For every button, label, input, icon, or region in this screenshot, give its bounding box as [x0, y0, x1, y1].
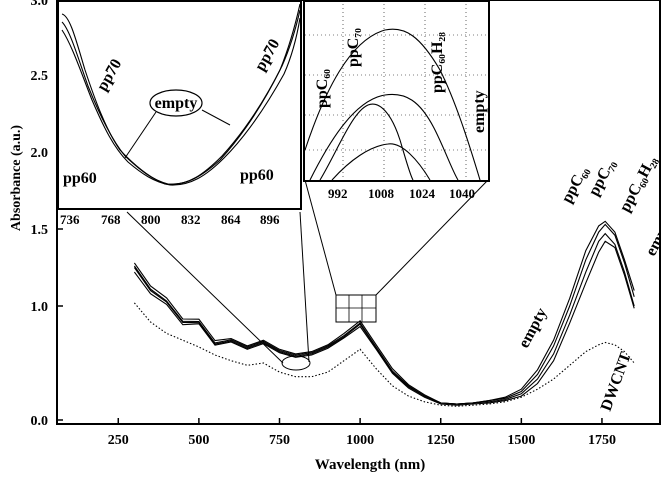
series-line-empty: [133, 240, 635, 406]
inset-right-label-ppC60: ppC₆₀: [314, 69, 331, 108]
series-line-ppc60h28: [133, 232, 635, 405]
series-label-ppC60H28: ppC₆₀H₂₈: [617, 153, 661, 215]
y-tick-label-1: 1.0: [31, 300, 49, 315]
inset-right-label-ppC60H28: ppC₆₀H₂₈: [429, 32, 446, 93]
inset-right-label-ppC70: ppC₇₀: [345, 28, 362, 67]
inset-left-x-tick-736: 736: [60, 212, 80, 227]
x-tick-label-1250: 1250: [427, 433, 455, 448]
inset-left-label-empty: empty: [155, 95, 198, 112]
series-label-ppC60: ppC₆₀: [559, 163, 592, 206]
x-tick-label-250: 250: [108, 433, 129, 448]
series-line-dwcnt: [133, 302, 635, 407]
y-tick-label-3: 2.0: [31, 146, 49, 161]
series-label-dwcnt: DWCNT: [598, 350, 635, 414]
zoom-connectors: [126, 179, 489, 371]
y-tick-label-5: 3.0: [31, 0, 49, 9]
x-tick-label-1000: 1000: [346, 433, 374, 448]
x-axis-title: Wavelength (nm): [315, 457, 425, 473]
inset-left-label-pp60-left: pp60: [63, 170, 97, 187]
y-axis-title: Absorbance (a.u.): [9, 125, 24, 232]
x-axis: 250 500 750 1000 1250 1500 1750: [108, 418, 616, 448]
inset-right: 992 1008 1024 1040 ppC₆₀ ppC₇₀ ppC₆₀H₂₈ …: [303, 0, 490, 201]
inset-left-x-tick-896: 896: [260, 212, 280, 227]
series-label-ppC70: ppC₇₀: [586, 156, 619, 199]
inset-left-x-tick-864: 864: [221, 212, 241, 227]
series-label-empty-mid: empty: [516, 305, 551, 351]
inset-right-x-tick-1008: 1008: [368, 186, 395, 201]
inset-left-x-tick-800: 800: [141, 212, 161, 227]
inset-left-x-tick-832: 832: [181, 212, 201, 227]
y-tick-label-0: 0.0: [31, 414, 49, 429]
inset-left: 736 768 800 832 864 896 pp70 pp70 empty …: [57, 0, 302, 227]
x-tick-label-1750: 1750: [588, 433, 616, 448]
series-line-ppc70: [133, 223, 635, 405]
inset-right-label-empty: empty: [471, 90, 488, 133]
y-axis: 0.0 1.0 1.5 2.0 2.5 3.0: [31, 0, 63, 429]
x-tick-label-500: 500: [188, 433, 209, 448]
inset-left-label-pp60-right: pp60: [240, 167, 274, 184]
inset-right-x-tick-992: 992: [328, 186, 348, 201]
inset-left-x-tick-768: 768: [101, 212, 121, 227]
x-tick-label-1500: 1500: [507, 433, 535, 448]
inset-right-x-tick-1024: 1024: [409, 186, 436, 201]
series-label-empty-right: empty: [643, 213, 661, 259]
y-tick-label-4: 2.5: [31, 69, 49, 84]
series-line-ppc60: [133, 220, 635, 405]
inset-right-x-tick-1040: 1040: [449, 186, 475, 201]
plot-frame: [56, 0, 661, 425]
x-tick-label-750: 750: [269, 433, 290, 448]
main-curves: [133, 220, 635, 407]
y-tick-label-2: 1.5: [31, 223, 49, 238]
